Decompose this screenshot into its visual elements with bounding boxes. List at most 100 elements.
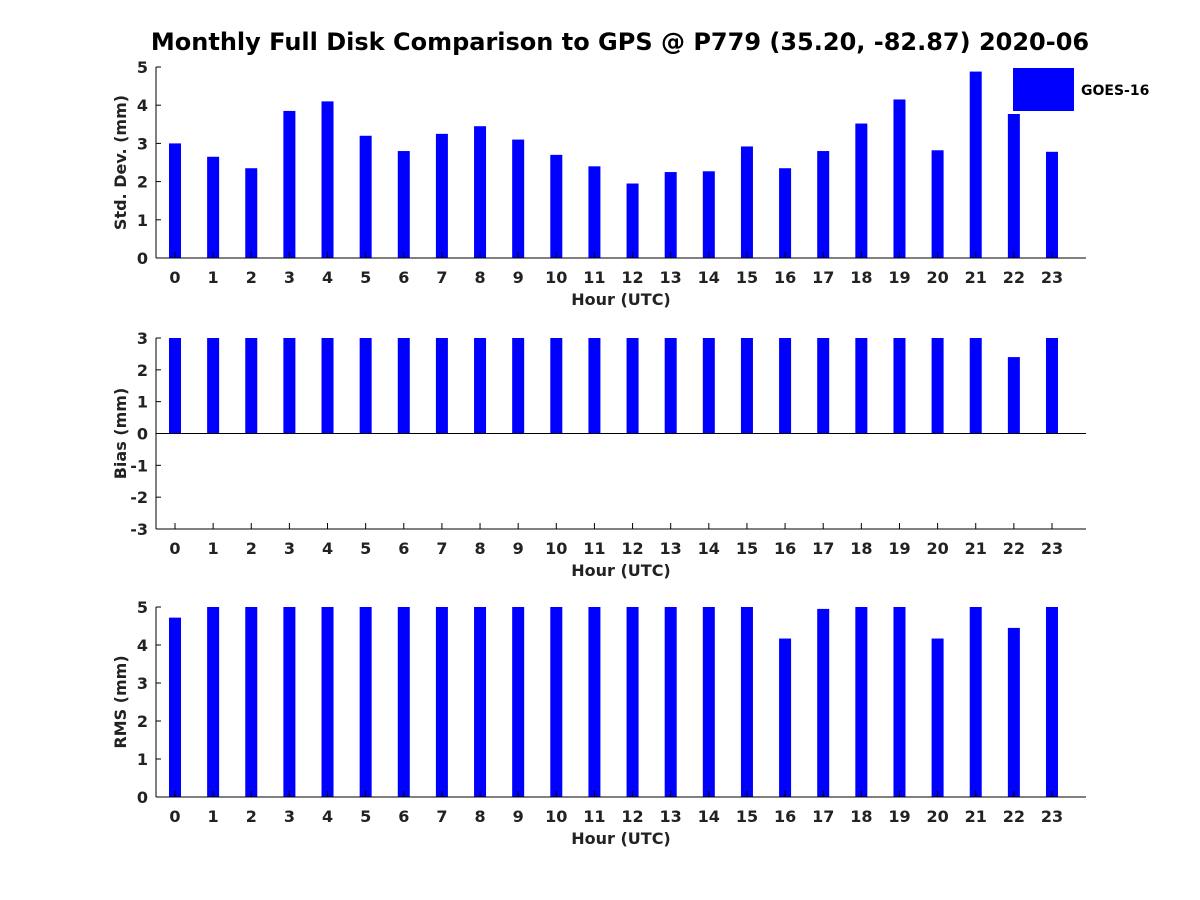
x-tick-label-p1: 13 bbox=[660, 268, 682, 287]
x-tick-label-p2: 8 bbox=[474, 539, 485, 558]
x-tick-label-p3: 2 bbox=[246, 807, 257, 826]
bar-p2-h11 bbox=[588, 338, 601, 434]
x-tick-label-p2: 2 bbox=[246, 539, 257, 558]
x-tick-label-p2: 18 bbox=[850, 539, 872, 558]
x-tick-label-p3: 10 bbox=[545, 807, 567, 826]
x-tick-label-p2: 22 bbox=[1003, 539, 1025, 558]
x-tick-label-p2: 23 bbox=[1041, 539, 1063, 558]
x-tick-label-p3: 15 bbox=[736, 807, 758, 826]
bar-p1-h7 bbox=[435, 133, 448, 258]
x-tick-label-p1: 0 bbox=[169, 268, 180, 287]
bar-p1-h14 bbox=[702, 171, 715, 258]
bar-p2-h15 bbox=[740, 338, 753, 434]
x-tick-label-p1: 9 bbox=[513, 268, 524, 287]
x-tick-label-p3: 5 bbox=[360, 807, 371, 826]
bar-p1-h6 bbox=[397, 151, 410, 258]
y-tick-label-p3: 0 bbox=[137, 788, 148, 807]
x-tick-label-p1: 5 bbox=[360, 268, 371, 287]
x-tick-label-p2: 1 bbox=[208, 539, 219, 558]
bar-p3-h7 bbox=[435, 607, 448, 797]
x-tick-label-p1: 8 bbox=[474, 268, 485, 287]
x-tick-label-p3: 6 bbox=[398, 807, 409, 826]
x-tick-label-p1: 15 bbox=[736, 268, 758, 287]
bar-p3-h3 bbox=[283, 607, 296, 797]
y-tick-label-p1: 2 bbox=[137, 173, 148, 192]
bar-p3-h23 bbox=[1045, 607, 1058, 797]
bar-p3-h0 bbox=[169, 617, 181, 797]
bar-p1-h1 bbox=[207, 156, 220, 258]
x-tick-label-p2: 5 bbox=[360, 539, 371, 558]
x-tick-label-p2: 12 bbox=[621, 539, 643, 558]
x-tick-label-p1: 14 bbox=[698, 268, 720, 287]
y-tick-label-p2: -2 bbox=[130, 488, 148, 507]
bar-p2-h3 bbox=[283, 338, 296, 434]
bar-p2-h0 bbox=[169, 338, 181, 434]
y-tick-label-p2: 3 bbox=[137, 329, 148, 348]
x-tick-label-p1: 19 bbox=[888, 268, 910, 287]
x-tick-label-p3: 16 bbox=[774, 807, 796, 826]
bar-p2-h9 bbox=[512, 338, 525, 434]
x-tick-label-p3: 7 bbox=[436, 807, 447, 826]
bar-p1-h11 bbox=[588, 166, 601, 258]
y-tick-label-p1: 1 bbox=[137, 211, 148, 230]
bar-p3-h17 bbox=[817, 608, 830, 797]
x-tick-label-p3: 11 bbox=[583, 807, 605, 826]
bar-p2-h2 bbox=[245, 338, 258, 434]
bar-p1-h0 bbox=[169, 143, 181, 258]
x-axis-label-p3: Hour (UTC) bbox=[571, 829, 671, 848]
bar-p3-h8 bbox=[474, 607, 487, 797]
y-tick-label-p1: 0 bbox=[137, 249, 148, 268]
bar-p1-h19 bbox=[893, 99, 906, 258]
y-tick-label-p1: 3 bbox=[137, 134, 148, 153]
x-tick-label-p3: 20 bbox=[926, 807, 948, 826]
bar-p1-h17 bbox=[817, 151, 830, 258]
x-tick-label-p1: 18 bbox=[850, 268, 872, 287]
bar-p1-h21 bbox=[969, 71, 982, 258]
x-tick-label-p3: 23 bbox=[1041, 807, 1063, 826]
x-tick-label-p3: 17 bbox=[812, 807, 834, 826]
x-tick-label-p2: 20 bbox=[926, 539, 948, 558]
x-tick-label-p1: 10 bbox=[545, 268, 567, 287]
x-tick-label-p2: 19 bbox=[888, 539, 910, 558]
y-tick-label-p3: 5 bbox=[137, 598, 148, 617]
chart-title: Monthly Full Disk Comparison to GPS @ P7… bbox=[150, 28, 1090, 56]
x-tick-label-p1: 22 bbox=[1003, 268, 1025, 287]
y-axis-label-p2: Bias (mm) bbox=[111, 388, 130, 480]
bar-p3-h5 bbox=[359, 607, 372, 797]
x-tick-label-p1: 1 bbox=[208, 268, 219, 287]
y-tick-label-p1: 4 bbox=[137, 96, 148, 115]
x-tick-label-p3: 22 bbox=[1003, 807, 1025, 826]
x-tick-label-p1: 2 bbox=[246, 268, 257, 287]
bar-p2-h17 bbox=[817, 338, 830, 434]
bar-p3-h1 bbox=[207, 607, 220, 797]
bar-p1-h22 bbox=[1007, 113, 1020, 259]
bar-p1-h3 bbox=[283, 110, 296, 259]
x-tick-label-p3: 9 bbox=[513, 807, 524, 826]
bar-p3-h14 bbox=[702, 607, 715, 797]
bar-p3-h9 bbox=[512, 607, 525, 797]
bar-p2-h10 bbox=[550, 338, 563, 434]
x-tick-label-p3: 0 bbox=[169, 807, 180, 826]
bar-p2-h13 bbox=[664, 338, 677, 434]
x-tick-label-p1: 6 bbox=[398, 268, 409, 287]
x-tick-label-p1: 21 bbox=[965, 268, 987, 287]
bar-p1-h12 bbox=[626, 183, 639, 258]
y-tick-label-p3: 4 bbox=[137, 636, 148, 655]
x-tick-label-p3: 12 bbox=[621, 807, 643, 826]
bar-p3-h22 bbox=[1007, 627, 1020, 797]
bar-p3-h2 bbox=[245, 607, 258, 797]
bar-p3-h16 bbox=[779, 638, 792, 797]
x-tick-label-p1: 17 bbox=[812, 268, 834, 287]
bar-p3-h15 bbox=[740, 607, 753, 797]
x-tick-label-p3: 13 bbox=[660, 807, 682, 826]
y-tick-label-p1: 5 bbox=[137, 58, 148, 77]
bar-p2-h6 bbox=[397, 338, 410, 434]
x-tick-label-p2: 3 bbox=[284, 539, 295, 558]
x-tick-label-p2: 9 bbox=[513, 539, 524, 558]
bar-p1-h2 bbox=[245, 168, 258, 258]
x-tick-label-p2: 14 bbox=[698, 539, 720, 558]
x-tick-label-p2: 13 bbox=[660, 539, 682, 558]
x-tick-label-p2: 6 bbox=[398, 539, 409, 558]
bar-p3-h18 bbox=[855, 607, 868, 797]
